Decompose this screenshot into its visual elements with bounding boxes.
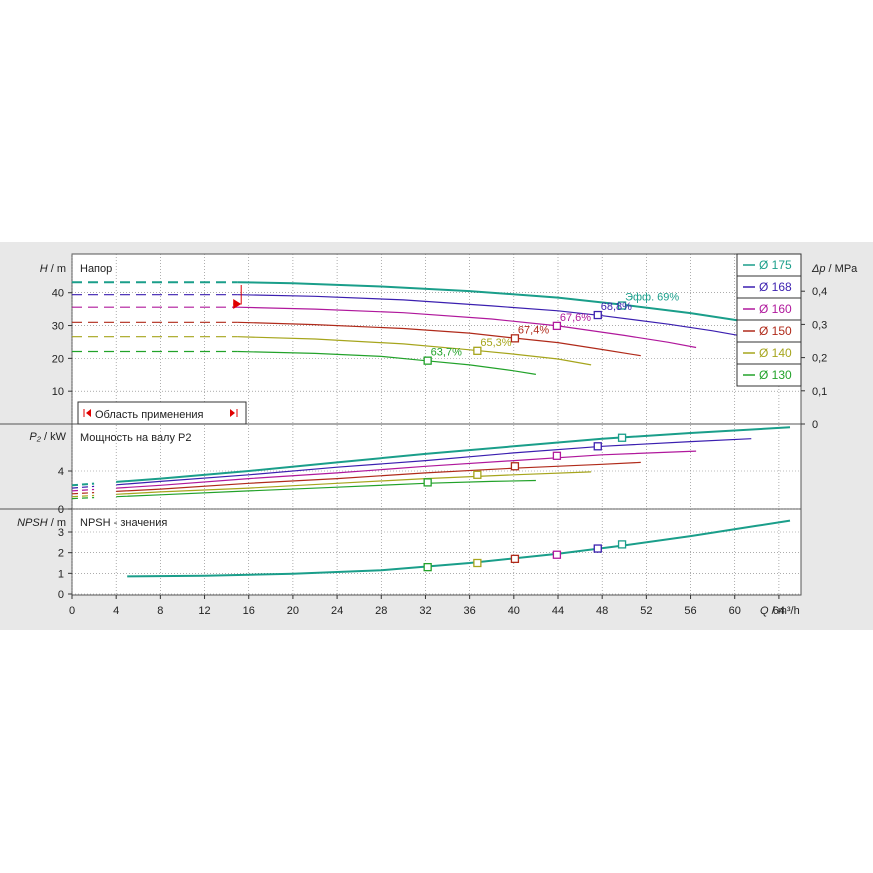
npsh-marker-130 [423, 562, 432, 572]
chart-canvas: 0 4 8 12 16 20 24 28 32 36 40 44 48 52 56 60 64Q / m³/h1… [0, 253, 858, 617]
y-tick-label: 40 [52, 288, 64, 300]
x-tick-label: 60 [729, 605, 741, 617]
power-curve-dashed-168 [71, 485, 95, 489]
x-tick-label: 64 [773, 605, 785, 617]
x-tick-label: 56 [684, 605, 696, 617]
legend-label-130: Ø 130 [759, 368, 792, 382]
power-marker-175 [617, 433, 627, 442]
right-tick-label: 0,1 [812, 386, 827, 398]
y-tick-label: 4 [58, 466, 64, 478]
power-y-label: P₂ / kW [29, 431, 66, 443]
application-range-start-arrow [233, 299, 242, 309]
efficiency-marker-150 [510, 334, 520, 343]
application-range-box [77, 401, 247, 425]
efficiency-marker-140 [473, 346, 482, 355]
power-curve-168 [116, 438, 752, 486]
efficiency-label-175: Эфф. 69% [625, 292, 679, 304]
npsh-marker-168 [593, 544, 602, 553]
legend-label-168: Ø 168 [759, 280, 792, 294]
x-tick-label: 8 [157, 605, 163, 617]
npsh-marker-160 [552, 550, 562, 559]
power-curve-175 [116, 426, 791, 483]
x-tick-label: 0 [69, 605, 75, 617]
legend-label-175: Ø 175 [759, 258, 792, 272]
npsh-marker-140 [473, 558, 482, 568]
y-tick-label: 0 [58, 589, 64, 601]
x-tick-label: 28 [375, 605, 387, 617]
legend-item-130 [736, 363, 802, 387]
power-marker-130 [423, 478, 432, 487]
x-tick-label: 24 [331, 605, 343, 617]
application-range-left-arrow [86, 409, 91, 417]
x-tick-label: 52 [640, 605, 652, 617]
npsh-marker-150 [510, 554, 520, 564]
efficiency-label-140: 65,3% [480, 337, 511, 349]
efficiency-marker-168 [593, 310, 602, 320]
y-tick-label: 3 [58, 527, 64, 539]
power-curve-130 [116, 479, 536, 498]
power-curve-dashed-150 [71, 492, 95, 495]
power-marker-160 [552, 451, 562, 460]
head-curve-140 [237, 336, 592, 366]
head-curve-175 [237, 281, 791, 331]
right-tick-label: 0,3 [812, 319, 827, 331]
head-curve-150 [237, 321, 641, 357]
efficiency-label-160: 67,6% [560, 312, 591, 324]
npsh-marker-175 [617, 540, 627, 549]
x-axis-label: Q / m³/h [760, 605, 800, 617]
application-range-right-arrow [230, 409, 235, 417]
efficiency-label-168: 68,8% [601, 301, 632, 313]
efficiency-marker-160 [552, 321, 562, 331]
application-range-label: Область применения [95, 409, 204, 421]
x-tick-label: 48 [596, 605, 608, 617]
legend-label-160: Ø 160 [759, 302, 792, 316]
y-tick-label: 0 [58, 504, 64, 516]
right-y-label: Δp / MPa [811, 263, 858, 275]
y-tick-label: 2 [58, 548, 64, 560]
power-marker-150 [510, 462, 520, 471]
power-curve-dashed-140 [71, 494, 95, 498]
power-curve-160 [116, 450, 697, 489]
efficiency-label-150: 67,4% [518, 324, 549, 336]
head-y-label: H / m [40, 263, 66, 275]
x-tick-label: 12 [198, 605, 210, 617]
power-marker-140 [473, 470, 482, 479]
head-curve-160 [237, 306, 697, 349]
x-tick-label: 4 [113, 605, 119, 617]
power-panel-title: Мощность на валу P2 [80, 432, 192, 444]
power-curve-dashed-175 [71, 482, 95, 487]
right-tick-label: 0 [812, 419, 818, 431]
npsh-panel-title: NPSH - значения [80, 517, 167, 529]
x-tick-label: 32 [419, 605, 431, 617]
y-tick-label: 20 [52, 353, 64, 365]
power-curve-150 [116, 461, 641, 492]
power-curve-dashed-130 [71, 497, 95, 500]
y-tick-label: 30 [52, 321, 64, 333]
legend-label-140: Ø 140 [759, 346, 792, 360]
x-tick-label: 40 [508, 605, 520, 617]
pump-curve-chart: 0 4 8 12 16 20 24 28 32 36 40 44 48 52 56 60 64 Q / m³/h 1… [0, 242, 873, 630]
right-tick-label: 0,4 [812, 286, 827, 298]
y-tick-label: 10 [52, 386, 64, 398]
right-tick-label: 0,2 [812, 353, 827, 365]
y-tick-label: 1 [58, 568, 64, 580]
legend-label-150: Ø 150 [759, 324, 792, 338]
x-tick-label: 16 [243, 605, 255, 617]
efficiency-marker-130 [423, 356, 432, 365]
power-curve-dashed-160 [71, 488, 95, 492]
head-panel-title: Напор [80, 263, 112, 275]
x-tick-label: 20 [287, 605, 299, 617]
power-marker-168 [593, 442, 602, 451]
efficiency-label-130: 63,7% [431, 347, 462, 359]
head-curve-168 [237, 294, 752, 339]
efficiency-marker-175 [617, 301, 627, 310]
power-curve-140 [116, 471, 592, 495]
x-tick-label: 44 [552, 605, 564, 617]
x-tick-label: 36 [464, 605, 476, 617]
npsh-y-label: NPSH / m [17, 517, 66, 529]
